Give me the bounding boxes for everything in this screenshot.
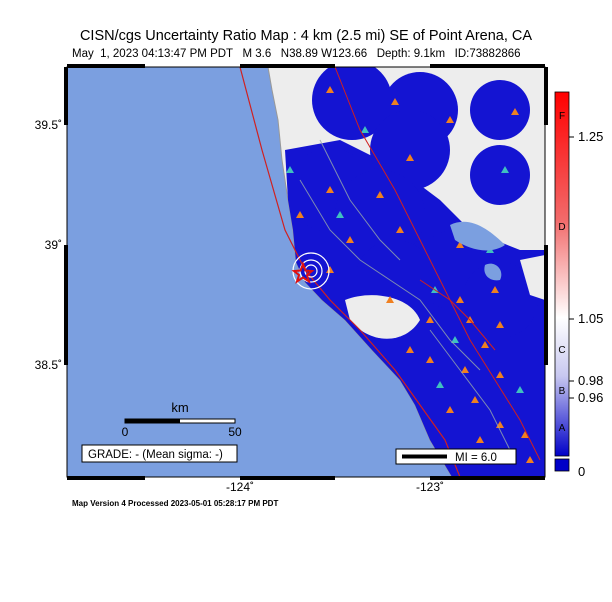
colorbar-value: 0.96 (578, 390, 603, 405)
station (326, 266, 334, 273)
scale-bar (125, 419, 180, 423)
station (456, 296, 464, 303)
map (67, 67, 545, 477)
frame-band (240, 64, 335, 68)
lon-label: -124˚ (226, 480, 254, 494)
station (376, 191, 384, 198)
coverage (285, 67, 545, 477)
mi-legend: MI = 6.0 (455, 452, 497, 464)
frame-band (67, 64, 145, 68)
station (511, 108, 519, 115)
station (456, 241, 464, 248)
station (526, 456, 534, 463)
coverage-circle (370, 110, 450, 190)
fault (419, 279, 496, 351)
footer: Map Version 4 Processed 2023-05-01 05:28… (72, 499, 278, 508)
frame-band (64, 67, 68, 125)
station (496, 371, 504, 378)
fault (239, 67, 461, 477)
colorbar-zero (554, 458, 570, 472)
scale-end: 50 (228, 425, 242, 439)
station (326, 186, 334, 193)
station (451, 336, 459, 343)
station (391, 98, 399, 105)
station (406, 346, 414, 353)
station (521, 431, 529, 438)
grade-letter: A (559, 423, 566, 434)
frame-band (430, 64, 545, 68)
grade: GRADE: - (Mean sigma: -) (88, 449, 223, 461)
coverage-circle (335, 170, 425, 260)
station (516, 386, 524, 393)
coverage-circle (312, 67, 392, 140)
epicenter (291, 261, 315, 284)
station (501, 166, 509, 173)
grade-letter: D (558, 222, 565, 233)
station (286, 166, 294, 173)
station (481, 341, 489, 348)
frame-band (544, 67, 548, 125)
grade-letter: B (559, 386, 566, 397)
station (326, 86, 334, 93)
low-area (520, 255, 545, 300)
colorbar-value: 1.25 (578, 129, 603, 144)
grade-letter: F (559, 111, 565, 122)
station (386, 296, 394, 303)
frame-band (544, 245, 548, 365)
coverage-circle (462, 262, 538, 338)
low-area (345, 295, 420, 339)
station (446, 406, 454, 413)
station (336, 211, 344, 218)
coverage-circle (470, 145, 530, 205)
station (296, 211, 304, 218)
scale-start: 0 (122, 425, 129, 439)
title: CISN/cgs Uncertainty Ratio Map : 4 km (2… (80, 28, 532, 44)
station (406, 154, 414, 161)
roads (299, 139, 511, 451)
fault (334, 67, 541, 461)
lat-label: 39˚ (45, 238, 62, 252)
frame-band (64, 245, 68, 365)
station (436, 381, 444, 388)
station (491, 286, 499, 293)
subtitle: May 1, 2023 04:13:47 PM PDT M 3.6 N38.89… (72, 48, 521, 60)
station (396, 226, 404, 233)
frame-band (430, 476, 545, 480)
lake (450, 221, 505, 281)
coverage-circle (470, 80, 530, 140)
lat-label: 39.5˚ (35, 118, 62, 132)
station (471, 396, 479, 403)
colorbar-value: 1.05 (578, 311, 603, 326)
station (496, 321, 504, 328)
lon-label: -123˚ (416, 480, 444, 494)
grade-letter: C (558, 345, 565, 356)
lat-label: 38.5˚ (35, 358, 62, 372)
station (426, 316, 434, 323)
frame-band (240, 476, 335, 480)
station (461, 366, 469, 373)
grade-box (81, 444, 238, 463)
colorbar (554, 91, 570, 457)
station (446, 116, 454, 123)
station (346, 236, 354, 243)
colorbar-value: 0.98 (578, 373, 603, 388)
station (361, 126, 369, 133)
mi-legend-box (395, 448, 517, 465)
colorbar-value: 0 (578, 464, 585, 479)
station (426, 356, 434, 363)
frame-band (67, 476, 145, 480)
scale-unit: km (171, 400, 188, 415)
station (476, 436, 484, 443)
frame-ticks (64, 64, 548, 480)
